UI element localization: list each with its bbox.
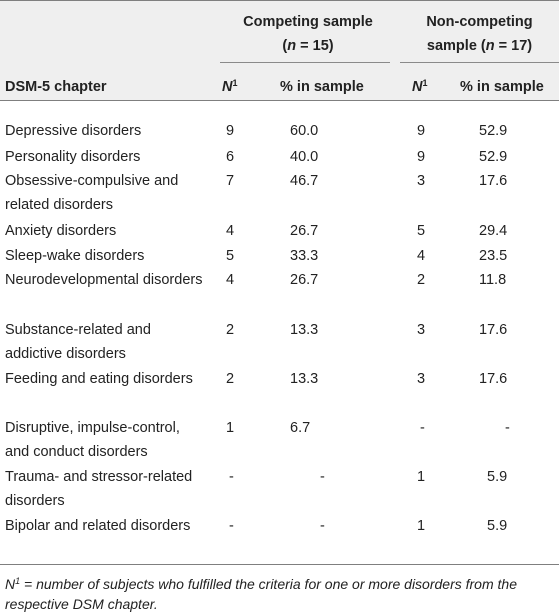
- row-n-noncompeting: 4: [417, 248, 426, 264]
- table-footnote: N1 = number of subjects who fulfilled th…: [5, 576, 517, 612]
- row-pct-competing: 33.3: [290, 248, 319, 264]
- col-header-pct-competing: % in sample: [280, 79, 364, 95]
- row-pct-competing: 46.7: [290, 173, 319, 189]
- row-chapter: Disruptive, impulse-control, and conduct…: [5, 420, 180, 460]
- non-competing-sample-underline: [400, 62, 559, 63]
- row-n-competing: 1: [226, 420, 235, 436]
- row-pct-noncompeting: 52.9: [479, 123, 508, 139]
- row-n-noncompeting: 1: [417, 518, 426, 534]
- row-n-competing: 2: [226, 322, 235, 338]
- header-band: [0, 0, 559, 100]
- row-n-noncompeting: 9: [417, 123, 426, 139]
- col-header-pct-noncompeting: % in sample: [460, 79, 544, 95]
- row-pct-noncompeting: 23.5: [479, 248, 508, 264]
- row-pct-competing: 13.3: [290, 371, 319, 387]
- row-chapter: Depressive disorders: [5, 123, 142, 139]
- row-pct-competing: 26.7: [290, 272, 319, 288]
- row-pct-noncompeting: 29.4: [479, 223, 508, 239]
- row-n-noncompeting: 5: [417, 223, 426, 239]
- row-pct-noncompeting: 52.9: [479, 149, 508, 165]
- top-rule: [0, 0, 559, 1]
- row-chapter: Obsessive-compulsive and related disorde…: [5, 173, 179, 213]
- row-pct-competing: 13.3: [290, 322, 319, 338]
- row-pct-noncompeting: 17.6: [479, 173, 508, 189]
- row-chapter: Anxiety disorders: [5, 223, 117, 239]
- row-chapter: Personality disorders: [5, 149, 141, 165]
- row-pct-competing: -: [320, 518, 325, 534]
- row-chapter: Trauma- and stressor-related disorders: [5, 469, 193, 509]
- row-n-competing: 9: [226, 123, 235, 139]
- row-n-noncompeting: 3: [417, 322, 426, 338]
- competing-sample-underline: [220, 62, 390, 63]
- row-chapter: Neurodevelopmental disorders: [5, 272, 203, 288]
- row-n-competing: 4: [226, 272, 235, 288]
- row-pct-competing: 40.0: [290, 149, 319, 165]
- competing-sample-header: Competing sample (n = 15): [243, 14, 373, 54]
- row-n-noncompeting: 9: [417, 149, 426, 165]
- col-header-chapter: DSM-5 chapter: [5, 79, 107, 95]
- row-n-competing: 4: [226, 223, 235, 239]
- row-pct-noncompeting: 5.9: [487, 518, 508, 534]
- row-chapter: Bipolar and related disorders: [5, 518, 191, 534]
- col-header-n-noncompeting: N1: [412, 78, 428, 96]
- row-n-competing: -: [229, 469, 234, 485]
- bottom-rule: [0, 564, 559, 565]
- row-n-noncompeting: 1: [417, 469, 426, 485]
- row-pct-noncompeting: 17.6: [479, 371, 508, 387]
- row-chapter: Feeding and eating disorders: [5, 371, 193, 387]
- row-n-competing: 6: [226, 149, 235, 165]
- row-pct-competing: 26.7: [290, 223, 319, 239]
- row-n-noncompeting: 3: [417, 371, 426, 387]
- row-chapter: Substance-related and addictive disorder…: [5, 322, 151, 362]
- row-n-competing: -: [229, 518, 234, 534]
- col-header-n-competing: N1: [222, 78, 238, 96]
- row-n-competing: 5: [226, 248, 235, 264]
- row-n-noncompeting: 2: [417, 272, 426, 288]
- row-pct-competing: 6.7: [290, 420, 311, 436]
- row-pct-competing: -: [320, 469, 325, 485]
- row-n-competing: 7: [226, 173, 235, 189]
- row-pct-noncompeting: 11.8: [479, 272, 507, 288]
- row-pct-noncompeting: 17.6: [479, 322, 508, 338]
- non-competing-sample-header: Non-competing sample (n = 17): [426, 14, 533, 54]
- row-pct-competing: 60.0: [290, 123, 319, 139]
- row-chapter: Sleep-wake disorders: [5, 248, 145, 264]
- row-n-noncompeting: -: [420, 420, 425, 436]
- header-rule: [0, 100, 559, 101]
- row-pct-noncompeting: -: [505, 420, 510, 436]
- row-pct-noncompeting: 5.9: [487, 469, 508, 485]
- row-n-noncompeting: 3: [417, 173, 426, 189]
- row-n-competing: 2: [226, 371, 235, 387]
